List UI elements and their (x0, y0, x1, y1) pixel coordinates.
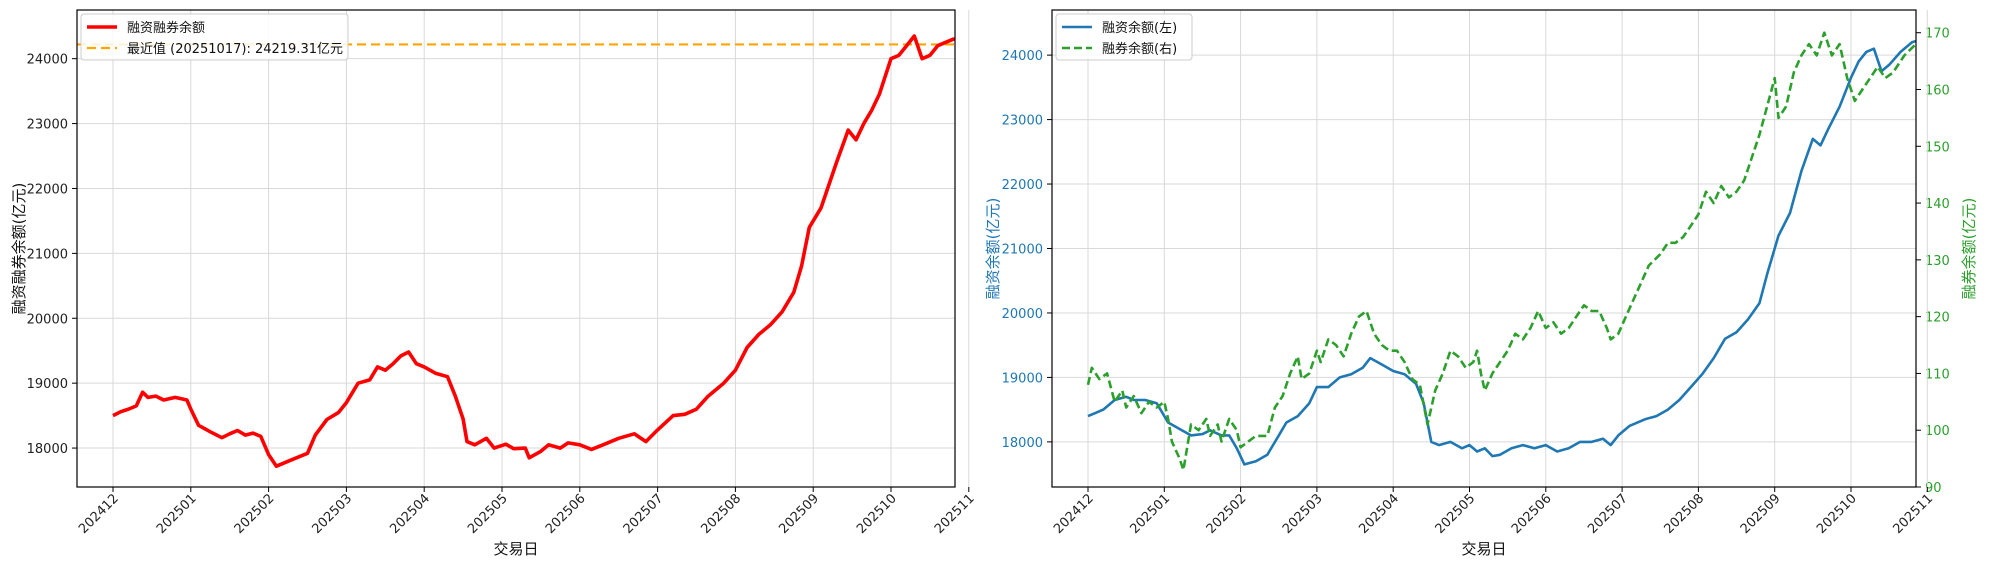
left-x-tick-label: 202511 (932, 491, 978, 537)
left-x-tick-label: 202503 (310, 491, 356, 537)
left-y-tick-label: 18000 (27, 442, 68, 457)
right-x-tick-label: 202509 (1738, 491, 1784, 537)
legend-label-financing-balance: 融资余额(左) (1102, 20, 1177, 36)
left-legend-box (80, 13, 349, 61)
left-y-axis-title: 融资融券余额(亿元) (10, 183, 28, 315)
legend-label-margin-balance: 融资融券余额 (127, 20, 205, 36)
series-line-margin-balance (112, 34, 955, 468)
left-y-tick-label: 23000 (27, 118, 68, 133)
legend-label-reference-line: 最近值 (20251017): 24219.31亿元 (127, 41, 343, 57)
left-x-tick-label: 202510 (854, 491, 900, 537)
right-left-y-tick-label: 22000 (1002, 178, 1043, 193)
series-line-financing-balance (1087, 39, 1916, 466)
left-y-tick-label: 19000 (27, 377, 68, 392)
right-left-y-tick-label: 18000 (1002, 436, 1043, 451)
right-right-y-tick-label: 120 (1925, 311, 1950, 326)
right-right-y-tick-label: 90 (1925, 481, 1942, 496)
left-x-tick-label: 202505 (465, 491, 511, 537)
right-x-tick-label: 202503 (1280, 491, 1326, 537)
left-y-tick-label: 21000 (27, 247, 68, 262)
right-right-y-tick-label: 170 (1925, 27, 1950, 42)
right-x-tick-label: 202505 (1433, 491, 1479, 537)
right-right-y-tick-label: 160 (1925, 84, 1950, 99)
right-x-tick-label: 202501 (1127, 491, 1173, 537)
left-x-tick-label: 202508 (699, 491, 745, 537)
left-x-tick-label: 202507 (621, 491, 667, 537)
legend-label-short-balance: 融券余额(右) (1102, 41, 1177, 57)
right-x-tick-label: 202502 (1204, 491, 1250, 537)
right-x-tick-label: 202504 (1356, 491, 1402, 537)
right-left-y-tick-label: 20000 (1002, 307, 1043, 322)
right-right-y-tick-label: 140 (1925, 197, 1950, 212)
left-x-tick-label: 202509 (776, 491, 822, 537)
left-y-tick-label: 20000 (27, 312, 68, 327)
right-x-tick-label: 202510 (1814, 491, 1860, 537)
right-right-y-tick-label: 150 (1925, 140, 1950, 155)
right-left-y-tick-label: 23000 (1002, 114, 1043, 129)
left-x-axis-title: 交易日 (493, 540, 538, 558)
right-left-y-tick-label: 19000 (1002, 371, 1043, 386)
right-x-tick-label: 202507 (1585, 491, 1631, 537)
right-right-y-tick-label: 130 (1925, 254, 1950, 269)
right-right-y-axis-title: 融券余额(亿元) (1960, 198, 1978, 300)
right-x-tick-label: 202511 (1890, 491, 1936, 537)
right-legend: 融资余额(左) 融券余额(右) (1055, 13, 1193, 61)
series-line-short-balance (1086, 31, 1916, 472)
right-left-y-axis-title: 融资余额(亿元) (984, 198, 1002, 300)
right-x-tick-label: 202508 (1662, 491, 1708, 537)
right-left-y-tick-label: 21000 (1002, 243, 1043, 258)
left-y-tick-label: 22000 (27, 182, 68, 197)
left-x-tick-label: 202506 (543, 491, 589, 537)
right-right-y-tick-label: 110 (1925, 367, 1950, 382)
left-x-tick-label: 202412 (76, 491, 122, 537)
left-x-tick-label: 202504 (387, 491, 433, 537)
right-right-y-tick-label: 100 (1925, 424, 1950, 439)
left-x-tick-label: 202502 (232, 491, 278, 537)
left-y-tick-label: 24000 (27, 53, 68, 68)
left-plot-frame (76, 9, 956, 488)
panel-left: 18000 19000 20000 21000 22000 23000 24000 20241… (10, 9, 978, 558)
panel-right: 18000 19000 20000 21000 22000 23000 24000 90 100… (984, 9, 1978, 558)
right-x-axis-title: 交易日 (1461, 540, 1506, 558)
right-plot-frame (1051, 9, 1917, 488)
right-left-y-tick-label: 24000 (1002, 49, 1043, 64)
right-x-tick-label: 202506 (1509, 491, 1555, 537)
left-x-tick-label: 202501 (154, 491, 200, 537)
right-x-tick-label: 202412 (1051, 491, 1097, 537)
